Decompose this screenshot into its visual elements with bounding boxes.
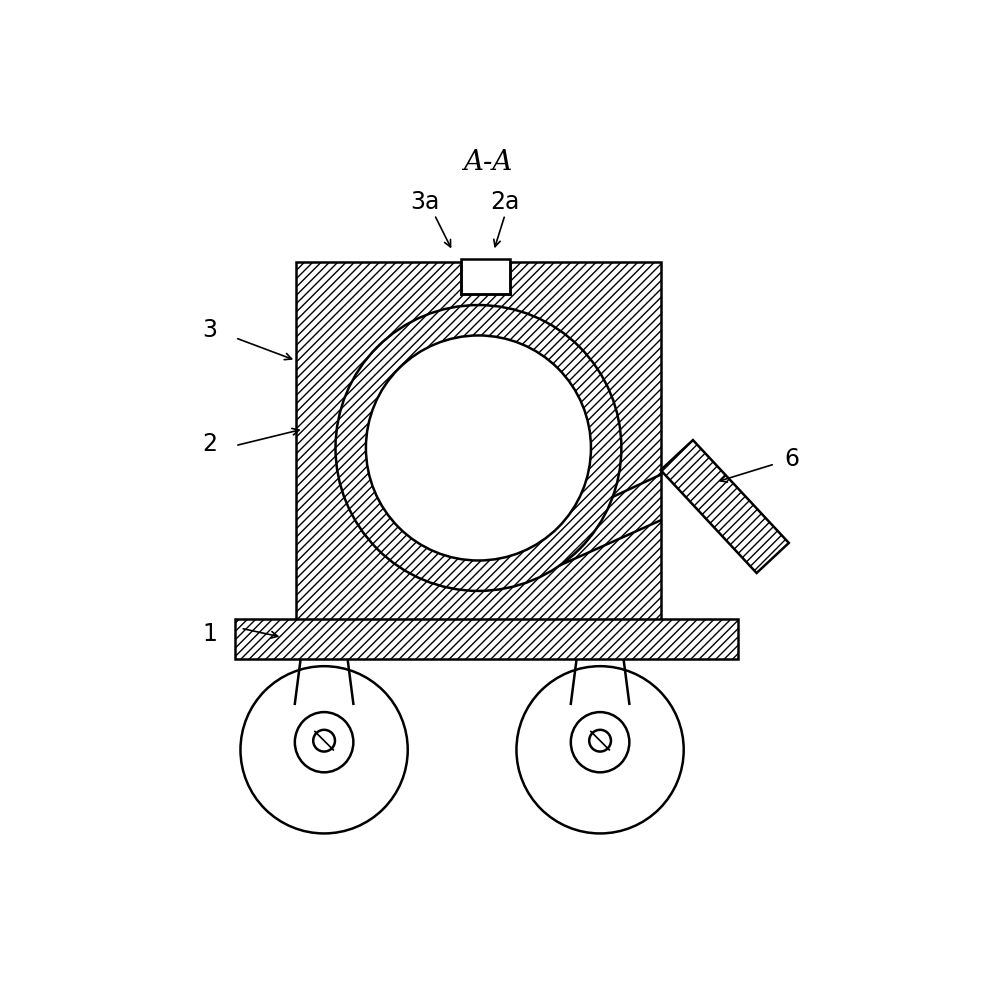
Polygon shape [235, 619, 739, 659]
Text: 6: 6 [784, 447, 800, 471]
Circle shape [336, 305, 621, 591]
Circle shape [366, 335, 591, 561]
Polygon shape [660, 440, 789, 573]
Text: 3: 3 [202, 318, 218, 342]
Circle shape [240, 666, 408, 833]
Polygon shape [461, 259, 510, 294]
Ellipse shape [571, 712, 630, 772]
Circle shape [590, 730, 611, 752]
Circle shape [313, 730, 335, 752]
Text: 3a: 3a [410, 190, 439, 214]
Ellipse shape [295, 712, 353, 772]
Text: 2a: 2a [490, 190, 520, 214]
Text: A-A: A-A [463, 149, 512, 176]
Circle shape [516, 666, 684, 833]
Polygon shape [296, 262, 661, 634]
Text: 1: 1 [203, 622, 218, 646]
Text: 2: 2 [202, 432, 218, 456]
